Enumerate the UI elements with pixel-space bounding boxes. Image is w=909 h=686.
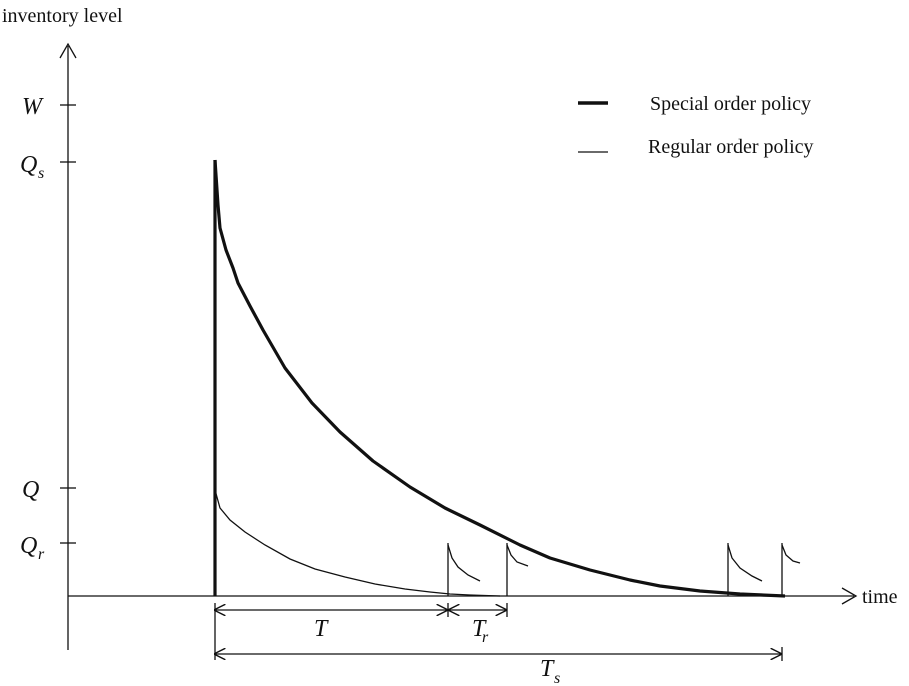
regular-curve-4 [727,544,763,582]
regular-curve-5 [781,544,801,564]
label-tr: T r [472,616,489,646]
regular-curve-2 [447,544,481,582]
label-qr-main: Q [20,533,37,559]
legend-special-label: Special order policy [650,93,811,115]
label-ts-main: T [540,656,555,682]
special-order-curve [213,159,786,598]
x-axis-label: time [862,586,898,608]
label-qs-main: Q [20,152,37,178]
label-qs-sub: s [38,165,44,182]
regular-curve-1 [214,489,501,597]
label-qr-sub: r [38,546,45,563]
label-tr-main: T [472,616,487,642]
label-t: T [314,616,329,642]
legend-regular-label: Regular order policy [648,136,814,158]
y-axis-arrow [59,42,77,59]
label-qr: Q r [20,533,45,563]
label-w: W [22,94,44,120]
label-ts: T s [540,656,560,686]
label-qs: Q s [20,152,44,182]
label-tr-sub: r [482,629,489,646]
y-axis-label: inventory level [2,5,123,27]
x-axis-arrow [841,587,858,605]
regular-curve-3 [506,544,529,567]
label-ts-sub: s [554,670,560,686]
label-q: Q [22,477,39,503]
